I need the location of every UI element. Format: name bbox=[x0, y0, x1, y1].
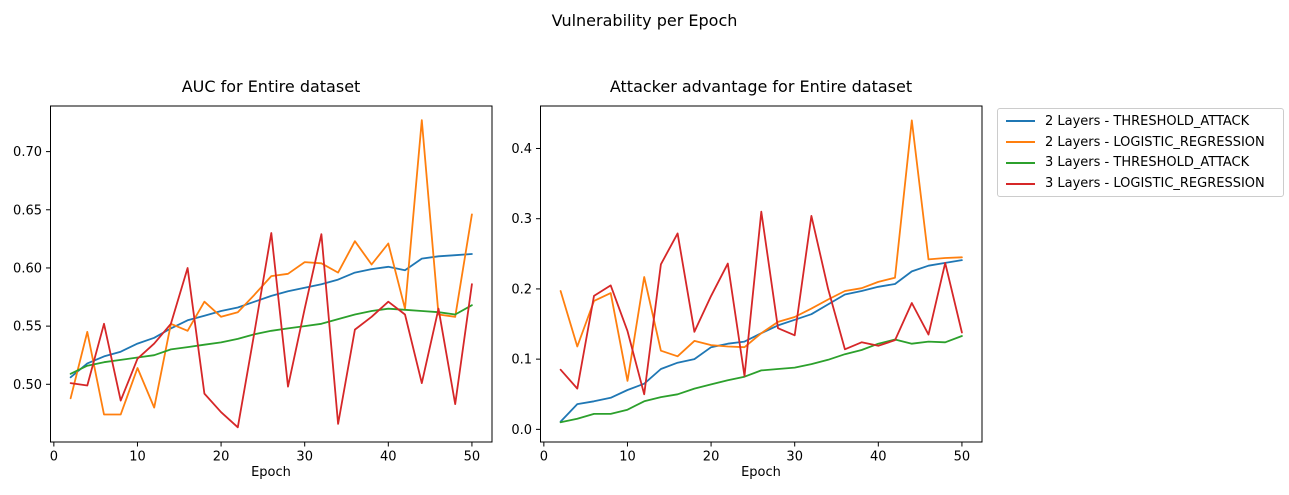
x-tick-label: 50 bbox=[954, 450, 971, 465]
legend-line-swatch bbox=[1006, 120, 1035, 123]
y-tick-label: 0.2 bbox=[511, 282, 532, 297]
x-tick-label: 40 bbox=[380, 450, 397, 465]
x-tick-label: 20 bbox=[213, 450, 230, 465]
legend-item: 2 Layers - LOGISTIC_REGRESSION bbox=[998, 135, 1283, 150]
right-plot-title: Attacker advantage for Entire dataset bbox=[609, 77, 913, 96]
x-tick-label: 10 bbox=[129, 450, 146, 465]
line-2-layers-logistic-regression bbox=[559, 119, 963, 382]
y-tick-label: 0.4 bbox=[511, 142, 532, 157]
legend-line-swatch bbox=[1006, 182, 1035, 185]
figure-title: Vulnerability per Epoch bbox=[551, 11, 738, 30]
x-tick-label: 10 bbox=[619, 450, 636, 465]
legend: 2 Layers - THRESHOLD_ATTACK 2 Layers - L… bbox=[997, 108, 1284, 197]
legend-label: 2 Layers - THRESHOLD_ATTACK bbox=[1045, 113, 1250, 129]
line-3-layers-logistic-regression bbox=[559, 210, 963, 396]
y-tick-label: 0.3 bbox=[511, 212, 532, 227]
y-tick-label: 0.1 bbox=[511, 353, 532, 368]
legend-item: 3 Layers - LOGISTIC_REGRESSION bbox=[998, 176, 1283, 191]
y-tick-label: 0.0 bbox=[511, 423, 532, 438]
y-tick-label: 0.65 bbox=[13, 203, 42, 218]
right-x-axis-label: Epoch bbox=[741, 465, 781, 480]
axes-1: 0 10 20 30 40 50 0.0 0.1 0.2 0.3 0.4 bbox=[511, 105, 983, 465]
left-x-axis-label: Epoch bbox=[251, 465, 291, 480]
y-tick-label: 0.60 bbox=[13, 261, 42, 276]
y-tick-label: 0.70 bbox=[13, 145, 42, 160]
left-plot-title: AUC for Entire dataset bbox=[181, 77, 361, 96]
legend-label: 3 Layers - THRESHOLD_ATTACK bbox=[1045, 155, 1250, 171]
legend-label: 3 Layers - LOGISTIC_REGRESSION bbox=[1045, 176, 1265, 192]
legend-label: 2 Layers - LOGISTIC_REGRESSION bbox=[1045, 134, 1265, 150]
x-tick-label: 40 bbox=[870, 450, 887, 465]
legend-line-swatch bbox=[1006, 141, 1035, 144]
y-tick-label: 0.50 bbox=[13, 378, 42, 393]
legend-item: 3 Layers - THRESHOLD_ATTACK bbox=[998, 155, 1283, 170]
x-tick-label: 0 bbox=[50, 450, 58, 465]
y-tick-label: 0.55 bbox=[13, 320, 42, 335]
axes-0: 0 10 20 30 40 50 0.50 0.55 0.60 0.65 0.70 bbox=[13, 105, 493, 465]
x-tick-label: 20 bbox=[703, 450, 720, 465]
legend-item: 2 Layers - THRESHOLD_ATTACK bbox=[998, 114, 1283, 129]
axes-spines bbox=[540, 105, 983, 443]
x-tick-label: 50 bbox=[464, 450, 481, 465]
line-2-layers-threshold-attack bbox=[69, 253, 473, 379]
x-tick-label: 30 bbox=[786, 450, 803, 465]
line-2-layers-logistic-regression bbox=[69, 119, 473, 416]
legend-line-swatch bbox=[1006, 161, 1035, 164]
line-3-layers-logistic-regression bbox=[69, 232, 473, 429]
axes-spines bbox=[50, 105, 493, 443]
x-tick-label: 0 bbox=[540, 450, 548, 465]
x-tick-label: 30 bbox=[296, 450, 313, 465]
